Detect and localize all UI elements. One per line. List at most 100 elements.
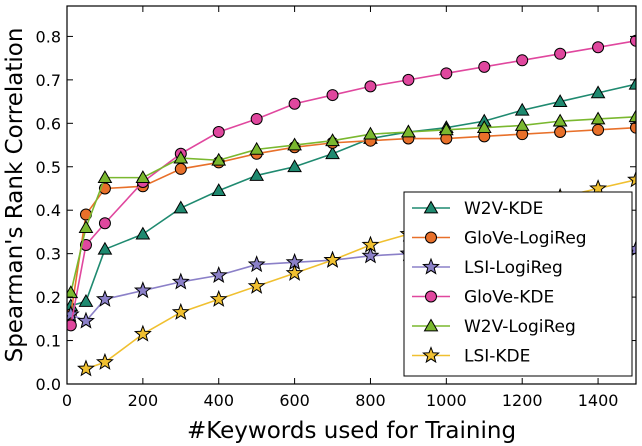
data-point: [211, 183, 227, 197]
legend-item: LSI-KDE: [412, 346, 530, 367]
legend-marker: [423, 318, 439, 332]
data-point: [288, 97, 301, 110]
y-tick-label: 0.0: [36, 375, 61, 394]
data-point: [171, 272, 190, 290]
data-point: [554, 47, 567, 60]
data-point: [135, 226, 151, 240]
legend-marker: [422, 346, 440, 364]
data-point: [97, 170, 113, 183]
data-point: [552, 113, 568, 127]
data-point: [590, 85, 606, 99]
data-point: [325, 146, 340, 160]
data-point: [592, 41, 605, 54]
x-tick-label: 1400: [578, 391, 619, 410]
data-point: [285, 263, 304, 281]
x-tick-label: 800: [355, 391, 386, 410]
data-point: [361, 235, 380, 253]
data-point: [363, 126, 378, 140]
data-point: [212, 126, 225, 138]
data-point: [364, 80, 377, 93]
labels-layer: #Keywords used for Training Spearman's Ra…: [2, 28, 516, 444]
data-point: [516, 54, 529, 67]
x-tick-label: 1000: [426, 391, 467, 410]
data-point: [247, 276, 266, 294]
data-point: [211, 152, 227, 166]
x-tick-label: 600: [279, 391, 310, 410]
data-point: [133, 281, 152, 299]
legend-item: GloVe-LogiReg: [412, 229, 587, 249]
data-point: [438, 122, 454, 136]
data-point: [402, 73, 415, 86]
data-point: [514, 102, 530, 116]
data-point: [590, 111, 606, 125]
data-point: [67, 319, 77, 332]
data-point: [97, 241, 113, 255]
y-tick-label: 0.4: [36, 201, 61, 220]
y-tick-label: 0.2: [36, 288, 61, 307]
data-point: [552, 94, 568, 107]
y-tick-label: 0.6: [36, 114, 61, 133]
legend-label: GloVe-KDE: [464, 288, 554, 308]
data-point: [209, 289, 228, 307]
data-point: [173, 200, 189, 214]
data-point: [287, 137, 302, 151]
data-point: [630, 34, 636, 47]
legend-marker: [423, 200, 439, 214]
data-point: [440, 67, 453, 80]
data-point: [171, 302, 190, 320]
x-tick-label: 400: [203, 391, 234, 410]
data-point: [135, 170, 151, 183]
x-tick-label: 1200: [502, 391, 543, 410]
legend-label: W2V-KDE: [464, 199, 543, 219]
x-tick-label: 200: [128, 391, 159, 410]
legend-item: W2V-LogiReg: [412, 317, 576, 337]
data-point: [287, 159, 302, 173]
data-point: [323, 250, 342, 268]
legend-item: GloVe-KDE: [412, 288, 554, 308]
data-point: [627, 170, 636, 188]
legend-marker: [422, 257, 440, 275]
legend-label: GloVe-LogiReg: [464, 229, 587, 249]
data-point: [326, 89, 339, 102]
data-point: [95, 289, 114, 307]
data-point: [628, 76, 636, 90]
data-point: [173, 150, 189, 164]
legend-label: W2V-LogiReg: [464, 317, 576, 337]
legend-label: LSI-LogiReg: [464, 258, 563, 278]
y-tick-label: 0.5: [36, 158, 61, 177]
y-tick-label: 0.7: [36, 71, 61, 90]
legend: W2V-KDE GloVe-LogiReg LSI-LogiReg GloVe-KDE…: [403, 191, 633, 377]
data-point: [325, 133, 340, 147]
data-point: [628, 109, 636, 123]
axes-layer: 0 200 400 600 800 1000 1200 1400 0.0 0.1 0.2 0.3 0.4…: [36, 5, 637, 410]
legend-box: [403, 191, 633, 377]
data-point: [249, 167, 265, 181]
data-point: [133, 324, 152, 342]
y-tick-label: 0.3: [36, 245, 61, 264]
data-point: [77, 359, 95, 377]
x-axis-title: #Keywords used for Training: [187, 418, 516, 444]
data-point: [249, 141, 265, 155]
data-point: [630, 121, 636, 134]
y-tick-label: 0.1: [36, 332, 61, 351]
data-point: [476, 120, 492, 134]
data-point: [554, 126, 567, 138]
legend-item: W2V-KDE: [412, 199, 543, 219]
legend-marker: [425, 231, 437, 244]
series-w2v-logireg: [67, 109, 636, 299]
y-axis-title: Spearman's Rank Correlation: [2, 28, 28, 363]
data-point: [247, 255, 266, 273]
data-point: [361, 246, 380, 264]
data-point: [592, 123, 605, 136]
data-point: [514, 117, 530, 131]
data-point: [95, 352, 114, 370]
data-point: [401, 124, 416, 138]
x-tick-label: 0: [62, 391, 72, 410]
plot-frame: [66, 5, 637, 385]
legend-marker: [425, 290, 437, 303]
data-point: [77, 311, 95, 329]
y-tick-label: 0.8: [36, 27, 61, 46]
legend-label: LSI-KDE: [464, 347, 530, 367]
data-point: [98, 217, 111, 230]
